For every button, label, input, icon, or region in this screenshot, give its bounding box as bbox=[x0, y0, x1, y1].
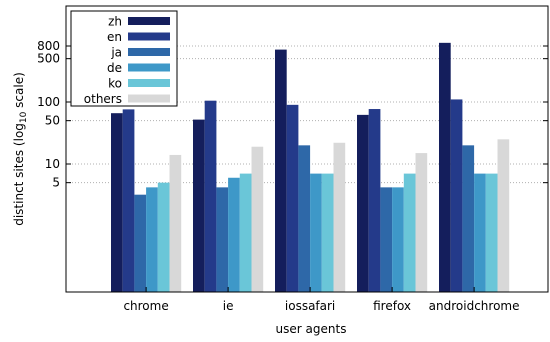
legend-swatch-others bbox=[128, 94, 170, 103]
bar-chrome-de bbox=[146, 187, 158, 292]
y-axis-title: distinct sites (log10 scale) bbox=[12, 72, 29, 226]
plot-frame bbox=[65, 5, 549, 293]
y-axis-title-subscript: 10 bbox=[19, 111, 29, 123]
bar-ie-others bbox=[251, 146, 264, 292]
x-category-label: iossafari bbox=[285, 299, 335, 313]
y-axis-title-prefix: distinct sites (log bbox=[12, 123, 26, 226]
y-tick-label: 500 bbox=[37, 52, 60, 66]
bar-firefox-ko bbox=[403, 173, 416, 292]
legend-label-ja: ja bbox=[110, 46, 122, 60]
bar-androidchrome-ja bbox=[462, 145, 475, 292]
y-tick-label: 50 bbox=[45, 114, 60, 128]
bar-chrome-ja bbox=[134, 194, 147, 292]
bar-androidchrome-en bbox=[450, 99, 463, 292]
legend-swatch-ja bbox=[128, 48, 170, 56]
x-category-label: chrome bbox=[123, 299, 168, 313]
legend-swatch-en bbox=[128, 32, 170, 41]
bar-chrome-zh bbox=[111, 113, 123, 292]
legend-label-de: de bbox=[107, 61, 122, 75]
bar-firefox-de bbox=[392, 187, 404, 292]
bar-androidchrome-de bbox=[474, 173, 486, 292]
bar-androidchrome-ko bbox=[485, 173, 498, 292]
legend-label-others: others bbox=[84, 92, 122, 106]
y-tick-label: 10 bbox=[45, 157, 60, 171]
legend-label-zh: zh bbox=[108, 15, 122, 29]
bar-chrome-en bbox=[122, 109, 135, 292]
y-axis-title-suffix: scale) bbox=[12, 72, 26, 111]
bar-iossafari-others bbox=[333, 142, 346, 292]
bar-ie-ja bbox=[216, 187, 229, 292]
legend-swatch-de bbox=[128, 63, 170, 72]
bar-iossafari-ko bbox=[321, 173, 334, 292]
bar-iossafari-en bbox=[286, 104, 299, 292]
x-category-label: androidchrome bbox=[429, 299, 520, 313]
bar-firefox-en bbox=[368, 109, 381, 293]
legend-swatch-zh bbox=[128, 17, 170, 25]
bar-iossafari-ja bbox=[298, 145, 311, 292]
bar-ie-zh bbox=[193, 119, 205, 293]
legend-swatch-ko bbox=[128, 79, 170, 87]
bar-androidchrome-zh bbox=[439, 42, 451, 293]
bar-firefox-ja bbox=[380, 187, 393, 292]
bar-firefox-others bbox=[415, 153, 428, 292]
bar-chrome-ko bbox=[157, 182, 170, 292]
y-tick-label: 800 bbox=[37, 39, 60, 53]
y-tick-label: 5 bbox=[52, 176, 60, 190]
bar-androidchrome-others bbox=[497, 139, 510, 292]
x-axis-title: user agents bbox=[276, 322, 347, 336]
bar-iossafari-de bbox=[310, 173, 322, 292]
bar-ie-en bbox=[204, 100, 217, 292]
x-category-labels: chrome ie iossafari firefox androidchrome bbox=[123, 287, 520, 313]
x-category-label: ie bbox=[223, 299, 234, 313]
legend-label-en: en bbox=[107, 30, 122, 44]
bar-ie-ko bbox=[239, 173, 252, 292]
bars bbox=[111, 42, 510, 293]
bar-iossafari-zh bbox=[275, 49, 287, 293]
legend-label-ko: ko bbox=[108, 77, 122, 91]
x-category-label: firefox bbox=[373, 299, 411, 313]
y-tick-label: 100 bbox=[37, 95, 60, 109]
bar-ie-de bbox=[228, 177, 240, 292]
bar-chrome-others bbox=[169, 154, 182, 292]
legend-box bbox=[70, 10, 178, 107]
bar-firefox-zh bbox=[357, 114, 369, 293]
